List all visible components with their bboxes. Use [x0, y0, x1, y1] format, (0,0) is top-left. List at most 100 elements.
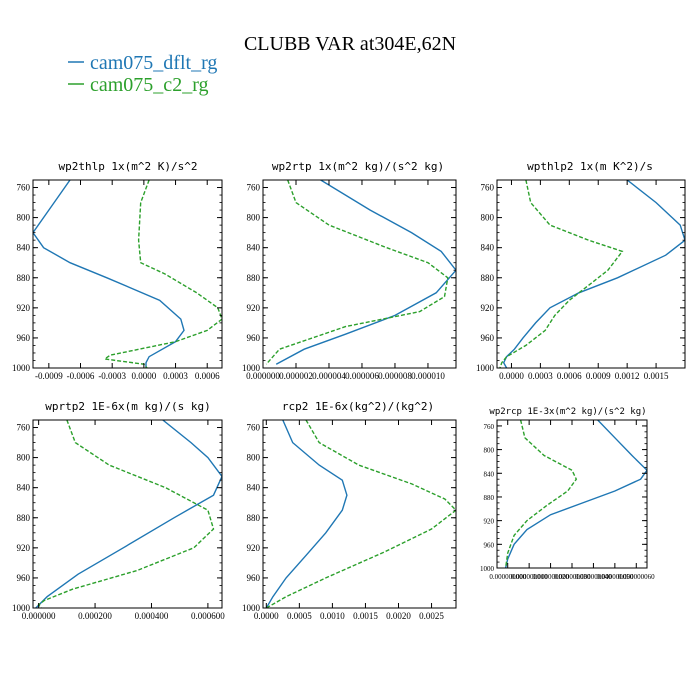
figure-title: CLUBB VAR at304E,62N: [244, 33, 456, 55]
x-tick-label: 0.0006: [557, 371, 582, 381]
x-tick-label: 0.000000030: [554, 573, 591, 581]
series-line-1: [499, 180, 624, 368]
panel-title: wprtp2 1E-6x(m kg)/(s kg): [45, 400, 211, 413]
x-tick-label: 0.0012: [615, 371, 640, 381]
y-tick-label: 1000: [242, 603, 261, 613]
y-tick-label: 880: [484, 494, 495, 502]
panel-title: wp2rcp 1E-3x(m^2 kg)/(s^2 kg): [489, 407, 646, 417]
x-tick-label: 0.000000: [246, 371, 280, 381]
x-tick-label: 0.0025: [419, 611, 444, 621]
panel-2: wpthlp2 1x(m K^2)/s 760 800 840 880 920 960 100…: [476, 160, 686, 381]
series-line-1: [504, 420, 578, 568]
x-tick-label: 0.0003: [163, 371, 188, 381]
y-tick-label: 800: [481, 213, 495, 223]
y-tick-label: 920: [17, 543, 31, 553]
y-tick-label: 880: [481, 273, 495, 283]
x-tick-label: 0.0000: [499, 371, 524, 381]
x-tick-label: 0.000000020: [532, 573, 569, 581]
plot-frame: [262, 179, 457, 369]
y-tick-label: 1000: [242, 363, 261, 373]
x-tick-label: 0.0003: [528, 371, 553, 381]
x-tick-label: 0.000000040: [575, 573, 612, 581]
series-line-1: [37, 420, 215, 608]
plot-frame: [32, 179, 223, 369]
y-tick-label: 920: [481, 303, 495, 313]
x-tick-label: 0.0009: [586, 371, 611, 381]
legend: cam075_dflt_rg cam075_c2_rg: [68, 52, 217, 96]
y-tick-label: 1000: [12, 603, 31, 613]
y-tick-label: 800: [484, 447, 495, 455]
x-tick-label: 0.000000010: [511, 573, 548, 581]
y-tick-label: 760: [484, 423, 495, 431]
y-tick-label: 960: [247, 333, 261, 343]
panels: wp2thlp 1x(m^2 K)/s^2 760 800 840 880 920 960 1…: [12, 160, 686, 621]
series-line-0: [33, 180, 185, 368]
x-tick-label: 0.0020: [386, 611, 411, 621]
x-tick-label: 0.0010: [320, 611, 345, 621]
y-tick-label: 960: [17, 333, 31, 343]
series-line-0: [265, 420, 348, 608]
x-tick-label: 0.000000060: [618, 573, 655, 581]
y-tick-label: 920: [484, 518, 495, 526]
panel-0: wp2thlp 1x(m^2 K)/s^2 760 800 840 880 920 960 1…: [12, 160, 223, 381]
x-tick-label: 0.000600: [191, 611, 225, 621]
y-tick-label: 920: [247, 303, 261, 313]
plot-frame: [32, 419, 223, 609]
x-tick-label: 0.0000: [254, 611, 279, 621]
series-line-0: [275, 180, 456, 365]
plot-frame: [262, 419, 457, 609]
y-tick-label: 960: [484, 541, 495, 549]
y-tick-label: 920: [17, 303, 31, 313]
y-tick-label: 800: [247, 453, 261, 463]
panel-1: wp2rtp 1x(m^2 kg)/(s^2 kg) 760 800 840 880 92…: [242, 160, 457, 381]
series-line-1: [265, 180, 449, 365]
y-tick-label: 760: [17, 423, 31, 433]
y-tick-label: 880: [247, 273, 261, 283]
x-tick-label: 0.0005: [287, 611, 312, 621]
y-tick-label: 1000: [476, 363, 495, 373]
series-line-0: [504, 420, 647, 568]
panel-title: rcp2 1E-6x(kg^2)/(kg^2): [282, 400, 434, 413]
series-line-0: [502, 180, 685, 368]
y-tick-label: 840: [247, 243, 261, 253]
series-line-0: [35, 420, 222, 608]
y-tick-label: 760: [247, 183, 261, 193]
legend-label-0: cam075_dflt_rg: [90, 52, 217, 74]
x-tick-label: 0.0015: [353, 611, 378, 621]
panel-title: wp2rtp 1x(m^2 kg)/(s^2 kg): [272, 160, 444, 173]
y-tick-label: 760: [247, 423, 261, 433]
x-tick-label: 0.000000050: [596, 573, 633, 581]
panel-title: wpthlp2 1x(m K^2)/s: [527, 160, 653, 173]
panel-5: wp2rcp 1E-3x(m^2 kg)/(s^2 kg) 760 800 840 88…: [480, 407, 655, 581]
x-tick-label: -0.0009: [35, 371, 63, 381]
panel-4: rcp2 1E-6x(kg^2)/(kg^2) 760 800 840 880 920 96…: [242, 400, 457, 621]
y-tick-label: 960: [17, 573, 31, 583]
y-tick-label: 800: [17, 453, 31, 463]
y-tick-label: 760: [481, 183, 495, 193]
y-tick-label: 880: [17, 273, 31, 283]
y-tick-label: 840: [484, 470, 495, 478]
x-tick-label: 0.0006: [195, 371, 220, 381]
x-tick-label: 0.000004: [312, 371, 346, 381]
x-tick-label: 0.000010: [411, 371, 445, 381]
y-tick-label: 880: [247, 513, 261, 523]
x-tick-label: 0.000400: [135, 611, 169, 621]
y-tick-label: 840: [17, 243, 31, 253]
series-line-1: [102, 180, 222, 368]
x-tick-label: 0.000002: [279, 371, 313, 381]
y-tick-label: 800: [17, 213, 31, 223]
x-tick-label: 0.000008: [378, 371, 412, 381]
x-tick-label: 0.000000: [22, 611, 56, 621]
x-tick-label: 0.000200: [78, 611, 112, 621]
panel-3: wprtp2 1E-6x(m kg)/(s kg) 760 800 840 880 920…: [12, 400, 225, 621]
y-tick-label: 960: [247, 573, 261, 583]
y-tick-label: 800: [247, 213, 261, 223]
y-tick-label: 960: [481, 333, 495, 343]
x-tick-label: 0.000000000: [489, 573, 526, 581]
plot-frame: [496, 179, 686, 369]
y-tick-label: 840: [247, 483, 261, 493]
x-tick-label: 0.0000: [131, 371, 156, 381]
y-tick-label: 880: [17, 513, 31, 523]
x-tick-label: 0.000006: [345, 371, 379, 381]
y-tick-label: 920: [247, 543, 261, 553]
